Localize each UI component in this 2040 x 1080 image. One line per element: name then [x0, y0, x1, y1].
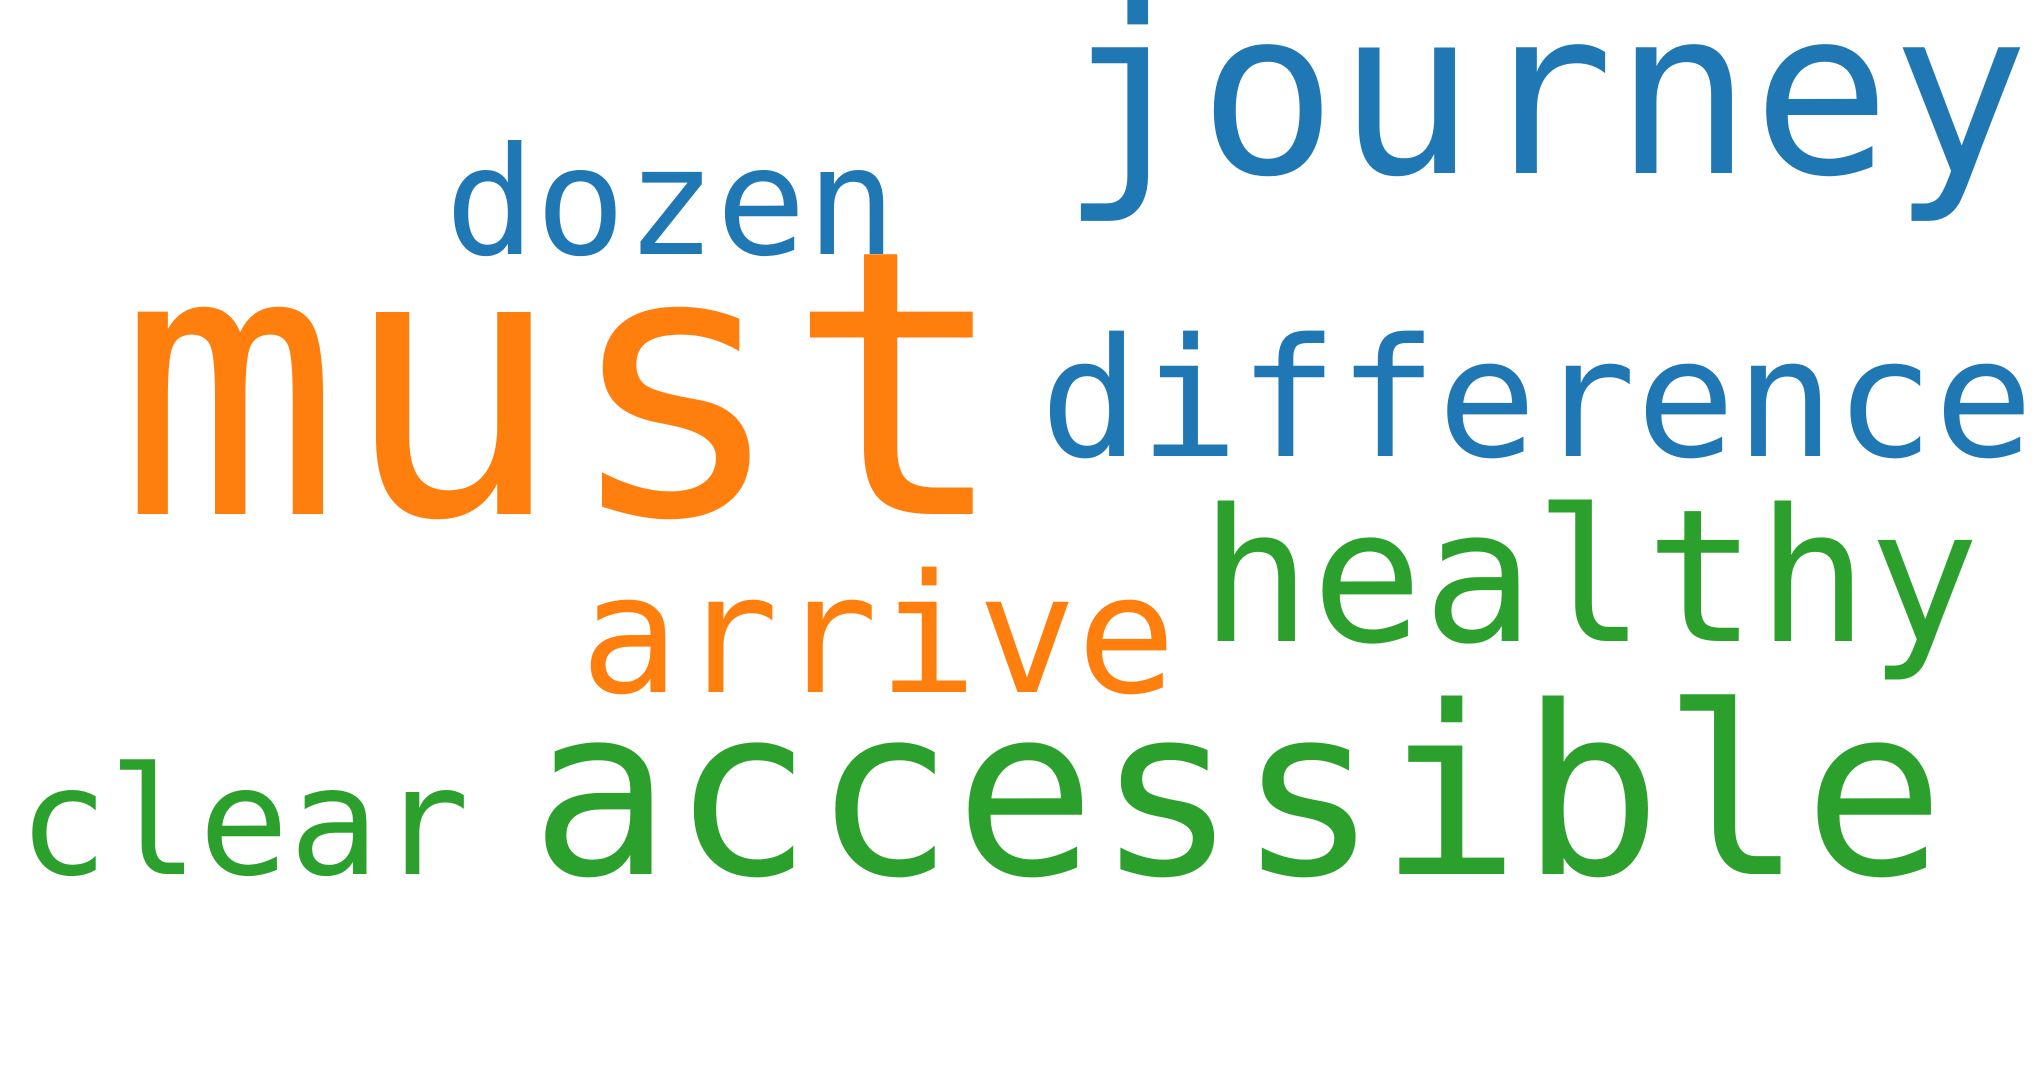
word-arrive: arrive	[580, 539, 1177, 731]
word-dozen: dozen	[445, 116, 897, 290]
word-difference: difference	[1040, 303, 2034, 495]
word-clear: clear	[18, 736, 470, 910]
word-accessible: accessible	[530, 657, 1945, 930]
word-journey: journey	[1060, 0, 2030, 228]
word-must: must	[118, 172, 1010, 602]
word-healthy: healthy	[1200, 469, 1980, 685]
